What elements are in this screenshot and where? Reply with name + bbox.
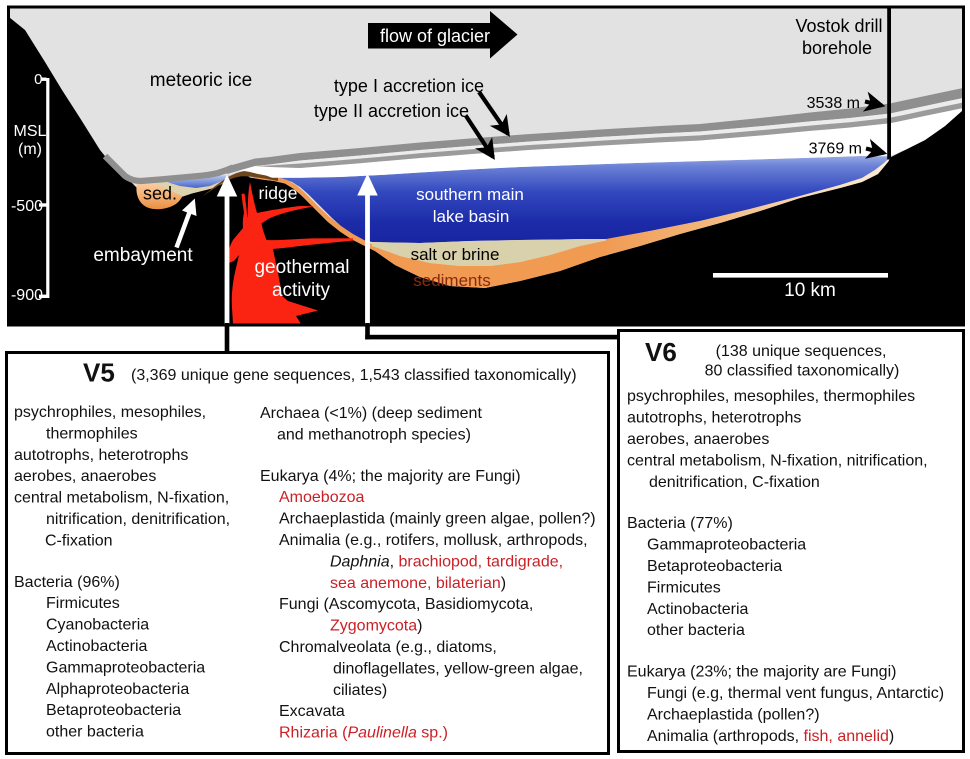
svg-text:Fungi (e.g, thermal vent fungu: Fungi (e.g, thermal vent fungus, Antarct… [647,685,944,702]
svg-text:sea anemone, bilaterian): sea anemone, bilaterian) [330,575,506,592]
svg-text:central metabolism, N-fixation: central metabolism, N-fixation, [14,490,229,507]
svg-text:Zygomycota): Zygomycota) [330,618,422,635]
svg-text:Actinobacteria: Actinobacteria [46,638,147,655]
svg-text:other bacteria: other bacteria [647,622,745,639]
svg-text:type II accretion ice: type II accretion ice [314,101,469,121]
svg-text:denitrification, C-fixation: denitrification, C-fixation [649,474,820,491]
svg-text:Chromalveolata (e.g., diatoms,: Chromalveolata (e.g., diatoms, [279,639,497,656]
svg-text:Betaproteobacteria: Betaproteobacteria [46,702,181,719]
svg-text:Gammaproteobacteria: Gammaproteobacteria [46,659,205,676]
svg-text:C-fixation: C-fixation [45,532,113,549]
svg-text:MSL: MSL [14,123,47,140]
svg-text:Betaproteobacteria: Betaproteobacteria [647,558,782,575]
svg-text:Bacteria (96%): Bacteria (96%) [14,574,120,591]
svg-text:geothermal: geothermal [254,257,349,278]
svg-text:Firmicutes: Firmicutes [647,579,721,596]
svg-text:Eukarya (23%; the majority are: Eukarya (23%; the majority are Fungi) [627,664,896,681]
svg-text:nitrification, denitrification: nitrification, denitrification, [46,511,230,528]
svg-text:(3,369 unique gene sequences,: (3,369 unique gene sequences, 1,543 clas… [131,367,577,384]
svg-text:sediments: sediments [413,271,490,290]
svg-text:Fungi (Ascomycota, Basidiomyco: Fungi (Ascomycota, Basidiomycota, [279,596,533,613]
svg-text:Vostok drill: Vostok drill [795,16,882,36]
svg-text:Animalia (e.g., rotifers, moll: Animalia (e.g., rotifers, mollusk, arthr… [279,532,588,549]
svg-text:psychrophiles, mesophiles,: psychrophiles, mesophiles, [14,404,206,421]
svg-text:activity: activity [272,280,331,301]
svg-text:Rhizaria (Paulinella sp.): Rhizaria (Paulinella sp.) [279,725,448,742]
svg-text:borehole: borehole [802,38,872,58]
svg-text:Amoebozoa: Amoebozoa [279,489,364,506]
svg-text:Eukarya (4%; the majority are: Eukarya (4%; the majority are Fungi) [260,468,521,485]
svg-text:meteoric ice: meteoric ice [150,70,252,91]
svg-text:sed.: sed. [143,184,177,204]
svg-text:V6: V6 [645,337,677,367]
svg-text:central metabolism, N-fixation: central metabolism, N-fixation, nitrific… [627,452,928,469]
svg-text:Archaeplastida (mainly green a: Archaeplastida (mainly green algae, poll… [279,511,596,528]
svg-text:dinoflagellates, yellow-green: dinoflagellates, yellow-green algae, [333,660,583,677]
svg-text:(138 unique sequences,: (138 unique sequences, [716,343,887,360]
svg-text:lake basin: lake basin [433,207,510,226]
svg-text:Gammaproteobacteria: Gammaproteobacteria [647,537,806,554]
svg-text:3538 m: 3538 m [807,95,860,112]
svg-text:psychrophiles, mesophiles, the: psychrophiles, mesophiles, thermophiles [627,388,915,405]
svg-text:ridge: ridge [259,183,298,203]
svg-text:0: 0 [34,71,42,88]
svg-text:other bacteria: other bacteria [46,724,144,741]
svg-text:aerobes, anaerobes: aerobes, anaerobes [14,468,156,485]
svg-text:Bacteria (77%): Bacteria (77%) [627,515,733,532]
svg-text:aerobes, anaerobes: aerobes, anaerobes [627,431,769,448]
svg-text:autotrophs, heterotrophs: autotrophs, heterotrophs [627,410,801,427]
svg-text:ciliates): ciliates) [333,682,387,699]
svg-text:autotrophs, heterotrophs: autotrophs, heterotrophs [14,447,188,464]
svg-text:Excavata: Excavata [279,703,345,720]
svg-text:80 classified taxonomically): 80 classified taxonomically) [705,363,900,380]
svg-text:-900: -900 [11,287,43,304]
svg-text:type I accretion ice: type I accretion ice [334,76,484,96]
svg-text:Firmicutes: Firmicutes [46,595,120,612]
svg-text:and methanotroph species): and methanotroph species) [277,426,471,443]
svg-text:Daphnia, brachiopod, tardigrad: Daphnia, brachiopod, tardigrade, [330,553,563,570]
svg-text:3769 m: 3769 m [809,141,862,158]
svg-text:Animalia (arthropods, fish, an: Animalia (arthropods, fish, annelid) [647,728,894,745]
svg-text:-500: -500 [11,198,43,215]
svg-text:Alphaproteobacteria: Alphaproteobacteria [46,681,189,698]
svg-text:Archaea (<1%) (deep sediment: Archaea (<1%) (deep sediment [260,405,482,422]
svg-text:embayment: embayment [93,245,193,266]
svg-text:Archaeplastida (pollen?): Archaeplastida (pollen?) [647,706,820,723]
svg-text:Cyanobacteria: Cyanobacteria [46,617,149,634]
svg-text:flow of glacier: flow of glacier [380,26,490,46]
svg-text:salt or brine: salt or brine [411,245,500,264]
svg-text:thermophiles: thermophiles [46,425,138,442]
svg-text:V5: V5 [83,358,115,388]
svg-text:10 km: 10 km [784,280,836,301]
svg-text:(m): (m) [18,141,42,158]
svg-text:southern main: southern main [416,185,524,204]
svg-text:Actinobacteria: Actinobacteria [647,601,748,618]
